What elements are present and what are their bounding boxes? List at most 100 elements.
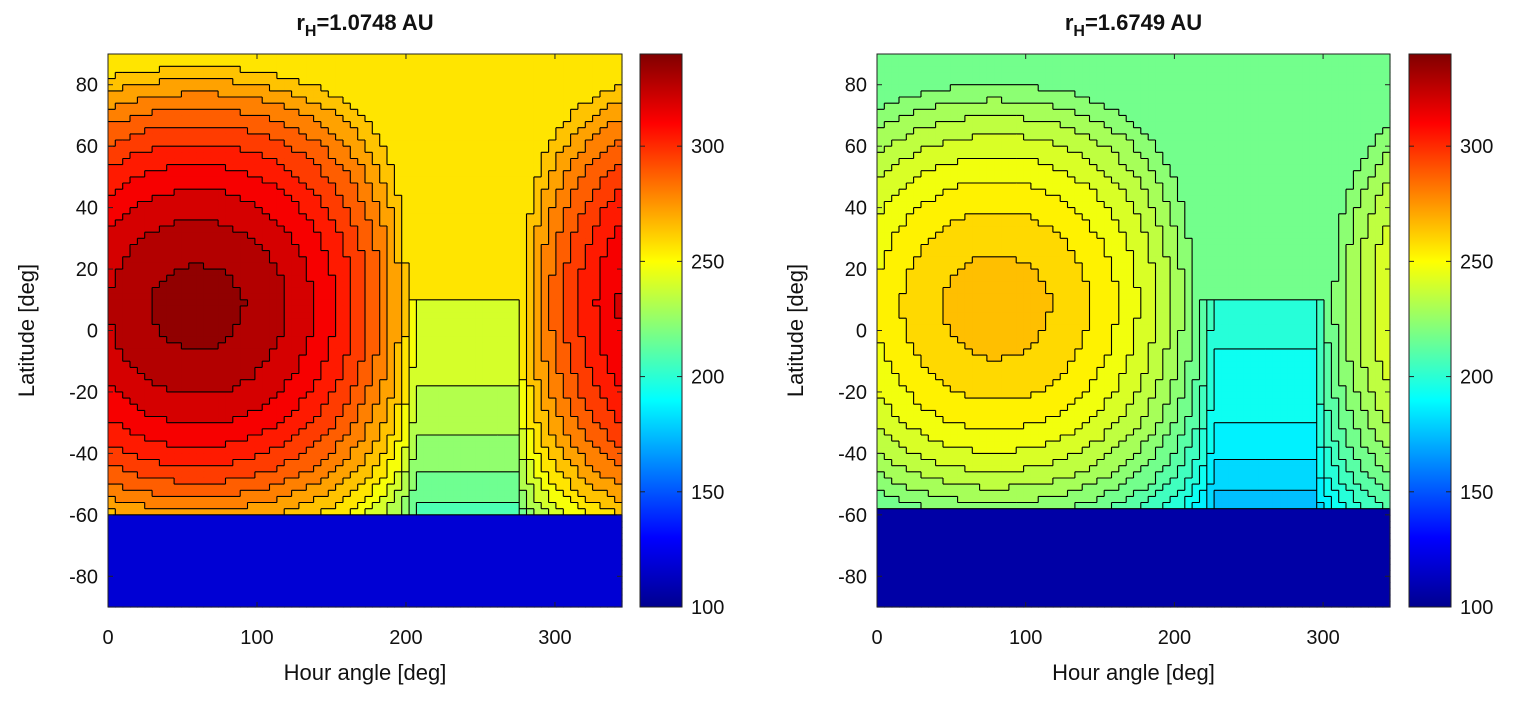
contour-cell — [166, 367, 175, 375]
contour-cell — [306, 416, 315, 424]
contour-cell — [188, 416, 197, 424]
contour-cell — [122, 256, 131, 264]
contour-cell — [357, 441, 366, 448]
contour-cell — [497, 176, 506, 184]
contour-cell — [453, 244, 462, 252]
contour-cell — [460, 459, 469, 467]
contour-cell — [188, 428, 197, 436]
contour-cell — [431, 385, 440, 393]
contour-cell — [394, 213, 403, 221]
contour-cell — [489, 471, 498, 479]
contour-cell — [269, 410, 278, 418]
contour-cell — [240, 90, 249, 98]
contour-cell — [541, 459, 550, 467]
contour-cell — [563, 447, 572, 454]
contour-cell — [592, 140, 601, 147]
contour-cell — [232, 385, 241, 393]
contour-cell — [284, 471, 293, 479]
contour-cell — [372, 391, 381, 399]
contour-cell — [357, 133, 366, 141]
contour-cell — [174, 72, 183, 80]
contour-cell — [130, 219, 138, 227]
contour-cell — [431, 158, 440, 166]
contour-cell — [489, 275, 498, 282]
contour-cell — [203, 201, 212, 209]
contour-cell — [416, 66, 425, 74]
contour-cell — [357, 287, 366, 295]
contour-cell — [108, 355, 116, 362]
contour-cell — [365, 434, 373, 442]
contour-cell — [489, 121, 498, 129]
contour-cell — [306, 453, 315, 461]
contour-cell — [599, 410, 608, 418]
contour-cell — [152, 275, 160, 282]
contour-cell — [387, 158, 395, 166]
contour-cell — [254, 269, 263, 276]
contour-cell — [328, 244, 337, 252]
contour-cell — [188, 244, 197, 252]
contour-cell — [225, 361, 234, 368]
contour-cell — [152, 471, 160, 479]
contour-cell — [467, 465, 476, 473]
contour-cell — [372, 250, 381, 258]
contour-cell — [431, 342, 440, 350]
contour-cell — [614, 379, 623, 387]
contour-cell — [489, 226, 498, 233]
contour-cell — [460, 213, 469, 221]
contour-cell — [166, 232, 175, 239]
contour-cell — [585, 72, 594, 80]
contour-cell — [409, 355, 417, 362]
contour-cell — [174, 256, 183, 264]
contour-cell — [335, 170, 344, 178]
contour-cell — [614, 477, 623, 485]
contour-cell — [482, 391, 491, 399]
contour-cell — [276, 324, 285, 332]
contour-cell — [262, 293, 271, 301]
contour-cell — [423, 78, 432, 86]
contour-cell — [181, 373, 190, 381]
contour-cell — [504, 78, 513, 86]
contour-cell — [181, 176, 190, 184]
contour-cell — [291, 207, 300, 215]
contour-cell — [387, 84, 395, 92]
contour-cell — [453, 54, 462, 61]
contour-cell — [276, 269, 285, 276]
contour-cell — [387, 342, 395, 350]
contour-cell — [357, 459, 366, 467]
contour-cell — [475, 318, 484, 325]
contour-cell — [475, 97, 484, 104]
contour-cell — [357, 103, 366, 110]
contour-cell — [115, 176, 124, 184]
contour-cell — [614, 183, 623, 190]
contour-cell — [196, 299, 205, 307]
contour-cell — [570, 183, 579, 190]
contour-cell — [240, 170, 249, 178]
contour-cell — [240, 299, 249, 307]
contour-cell — [108, 477, 116, 485]
contour-cell — [196, 428, 205, 436]
contour-cell — [577, 158, 586, 166]
contour-cell — [240, 342, 249, 350]
contour-cell — [511, 207, 520, 215]
contour-cell — [409, 453, 417, 461]
contour-cell — [342, 471, 351, 479]
contour-cell — [460, 312, 469, 319]
contour-cell — [291, 195, 300, 203]
contour-cell — [174, 305, 183, 313]
contour-cell — [254, 109, 263, 117]
contour-cell — [313, 471, 322, 479]
contour-cell — [218, 66, 227, 74]
contour-cell — [519, 428, 528, 436]
contour-cell — [563, 459, 572, 467]
contour-cell — [519, 404, 528, 411]
contour-cell — [607, 299, 616, 307]
contour-cell — [533, 84, 542, 92]
contour-cell — [533, 133, 542, 141]
contour-cell — [614, 459, 623, 467]
contour-cell — [607, 318, 616, 325]
contour-cell — [438, 416, 447, 424]
contour-cell — [533, 90, 542, 98]
contour-cell — [577, 330, 586, 338]
contour-cell — [269, 207, 278, 215]
contour-cell — [387, 219, 395, 227]
